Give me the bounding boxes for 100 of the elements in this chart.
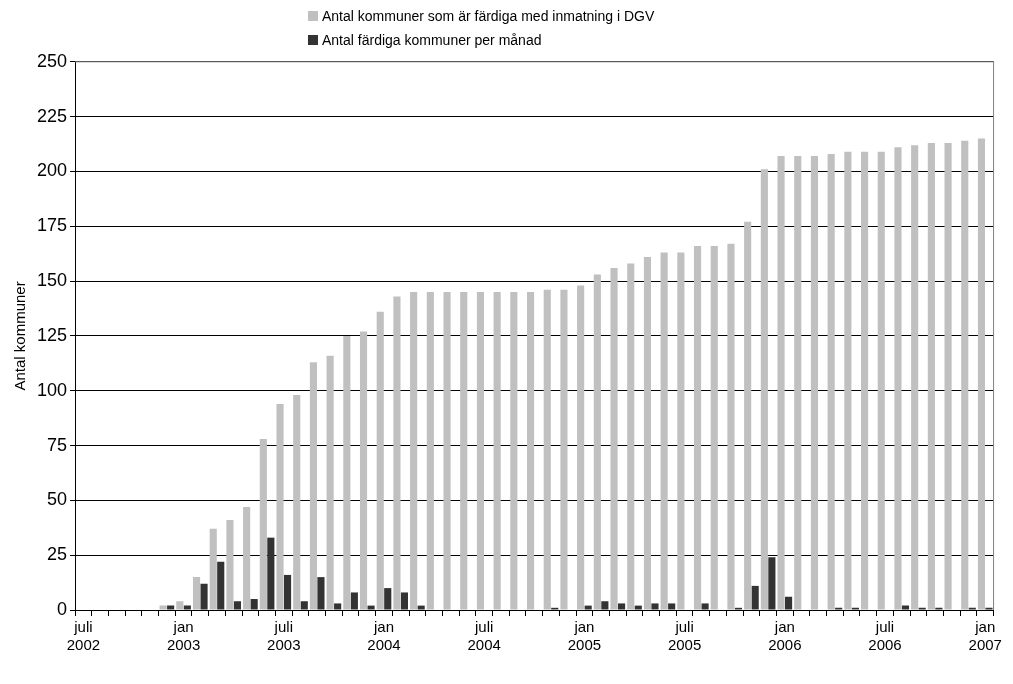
bar — [827, 153, 835, 610]
bar — [911, 145, 919, 610]
bar — [751, 585, 759, 610]
bar — [443, 292, 451, 610]
bar — [810, 156, 819, 610]
bar — [293, 395, 301, 610]
bar — [577, 285, 585, 610]
bar — [359, 331, 368, 610]
bar — [668, 603, 676, 610]
bar — [267, 537, 275, 610]
bar — [977, 138, 986, 610]
bar — [209, 528, 217, 610]
legend-label: Antal färdiga kommuner per månad — [322, 32, 542, 48]
bar — [243, 506, 251, 610]
y-tick-label: 125 — [36, 324, 68, 345]
bar — [493, 292, 501, 610]
x-tick-label: juli 2003 — [267, 618, 301, 654]
bar — [634, 605, 642, 610]
bar — [860, 151, 869, 610]
bar — [226, 520, 234, 610]
bar — [317, 577, 325, 610]
bar — [901, 605, 910, 610]
bar — [961, 140, 969, 610]
bar — [300, 601, 308, 610]
bar — [651, 603, 659, 610]
legend-label: Antal kommuner som är färdiga med inmatning i DGV — [322, 8, 655, 24]
bar — [510, 292, 518, 610]
bar — [343, 335, 351, 610]
bar — [643, 256, 652, 610]
bar — [944, 142, 952, 610]
bar — [526, 292, 535, 610]
bar — [844, 151, 852, 610]
bar — [192, 577, 201, 610]
y-tick-label: 225 — [36, 105, 68, 126]
bar — [350, 592, 358, 610]
y-tick-label: 200 — [36, 160, 68, 181]
y-axis-title: Antal kommuner — [11, 281, 29, 391]
y-tick-label: 50 — [47, 489, 68, 510]
bar — [384, 588, 392, 610]
y-tick-label: 75 — [47, 434, 68, 455]
bar — [701, 603, 709, 610]
bar — [593, 274, 601, 610]
bar — [560, 289, 568, 610]
bar — [276, 403, 284, 610]
bar — [250, 599, 258, 610]
bar — [744, 221, 752, 610]
bar — [400, 592, 409, 610]
bar — [777, 156, 785, 610]
x-tick-label: juli 2004 — [467, 618, 501, 654]
bar — [233, 601, 242, 610]
y-tick-label: 25 — [47, 544, 68, 565]
bar — [877, 151, 885, 610]
bar — [927, 142, 935, 610]
bar — [460, 292, 468, 610]
bar — [426, 292, 434, 610]
bar — [417, 605, 425, 610]
x-tick-label: jan 2004 — [367, 618, 401, 654]
bar — [410, 292, 418, 610]
bar — [894, 147, 902, 610]
bar — [677, 252, 685, 610]
bar — [693, 246, 702, 610]
bar — [367, 605, 375, 610]
bar — [176, 601, 184, 610]
bar — [326, 355, 334, 610]
x-tick-label: jan 2006 — [768, 618, 802, 654]
x-tick-label: juli 2002 — [66, 618, 101, 654]
y-tick-label: 250 — [36, 50, 68, 71]
bar — [309, 362, 318, 610]
bar — [785, 596, 793, 610]
bar — [660, 252, 668, 610]
x-tick-label: juli 2006 — [868, 618, 902, 654]
bar — [727, 243, 735, 610]
bar — [376, 311, 384, 610]
x-tick-label: jan 2007 — [968, 618, 1002, 654]
bar — [627, 263, 635, 610]
bar — [283, 574, 292, 610]
bar — [543, 289, 551, 610]
bar — [334, 603, 342, 610]
bar — [200, 583, 208, 610]
y-tick-label: 100 — [36, 379, 68, 400]
bar — [183, 605, 191, 610]
x-tick-label: juli 2005 — [667, 618, 702, 654]
bar — [393, 296, 401, 610]
bar — [217, 561, 225, 610]
bar — [760, 169, 768, 610]
y-tick-label: 0 — [57, 598, 68, 619]
bar — [794, 156, 802, 610]
bar — [710, 246, 718, 610]
bar — [159, 605, 167, 610]
bar — [476, 292, 485, 610]
bar — [768, 557, 776, 610]
y-tick-label: 150 — [36, 270, 68, 291]
bar — [601, 601, 609, 610]
y-tick-label: 175 — [36, 215, 68, 236]
bar — [259, 438, 267, 610]
bar — [618, 603, 626, 610]
bar — [167, 605, 175, 610]
x-tick-label: jan 2003 — [166, 618, 201, 654]
x-tick-label: jan 2005 — [567, 618, 602, 654]
bar — [610, 267, 618, 610]
